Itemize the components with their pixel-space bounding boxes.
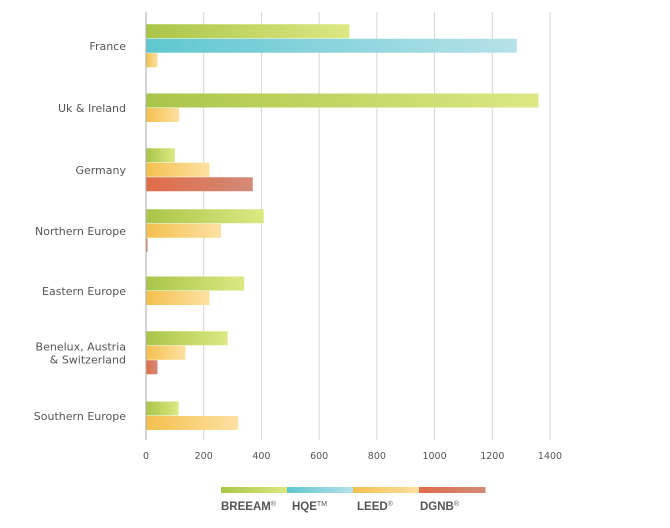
category-label-line: Eastern Europe bbox=[42, 285, 126, 298]
category-label-line: France bbox=[89, 40, 126, 53]
x-tick-label: 400 bbox=[252, 451, 270, 462]
legend-series-name: LEED bbox=[357, 501, 388, 513]
x-tick-label: 200 bbox=[195, 451, 213, 462]
bar-hqe bbox=[146, 38, 517, 53]
bar-breeam bbox=[146, 276, 245, 291]
bar-breeam bbox=[146, 331, 228, 346]
legend-swatch-dgnb bbox=[419, 487, 486, 493]
legend: BREEAM® HQETM LEED® DGNB® bbox=[221, 487, 486, 513]
legend-series-mark: TM bbox=[317, 501, 327, 508]
category-label: Benelux, Austria & Switzerland bbox=[36, 341, 126, 367]
category-labels: France Uk & Ireland Germany Northern Europe… bbox=[34, 40, 127, 423]
bar-leed bbox=[146, 345, 186, 360]
category-label: France bbox=[89, 40, 126, 53]
bar-breeam bbox=[146, 148, 175, 163]
bars bbox=[146, 24, 539, 430]
legend-label-leed: LEED® bbox=[357, 500, 394, 513]
category-label: Southern Europe bbox=[34, 410, 126, 423]
category-label-line: Southern Europe bbox=[34, 410, 126, 423]
x-tick-label: 800 bbox=[368, 451, 386, 462]
category-label: Uk & Ireland bbox=[58, 102, 126, 115]
bar-leed bbox=[146, 291, 210, 305]
category-label-line: Benelux, Austria bbox=[36, 341, 126, 354]
bar-dgnb bbox=[146, 360, 158, 375]
legend-series-mark: ® bbox=[271, 500, 277, 508]
bar-dgnb bbox=[146, 177, 253, 192]
bar-breeam bbox=[146, 209, 264, 224]
category-label: Eastern Europe bbox=[42, 285, 126, 298]
x-tick-labels: 0 200 400 600 800 1000 1200 1400 bbox=[143, 451, 562, 462]
bar-leed bbox=[146, 108, 180, 122]
category-label: Northern Europe bbox=[35, 225, 126, 238]
legend-swatch-hqe bbox=[287, 487, 354, 493]
bar-dgnb bbox=[146, 238, 148, 253]
legend-swatch-breeam bbox=[221, 487, 288, 493]
legend-series-name: DGNB bbox=[420, 501, 454, 513]
grid-lines bbox=[203, 12, 551, 440]
legend-series-name: BREEAM bbox=[221, 501, 271, 513]
legend-series-mark: ® bbox=[388, 500, 394, 508]
bar-breeam bbox=[146, 401, 179, 416]
category-label-line: Germany bbox=[75, 164, 126, 177]
legend-label-breeam: BREEAM® bbox=[221, 500, 277, 513]
bar-breeam bbox=[146, 24, 350, 39]
x-tick-label: 600 bbox=[310, 451, 328, 462]
category-label-line: & Switzerland bbox=[50, 354, 126, 367]
legend-series-mark: ® bbox=[454, 500, 460, 508]
bar-leed bbox=[146, 223, 222, 238]
category-label: Germany bbox=[75, 164, 126, 177]
bar-leed bbox=[146, 53, 158, 68]
legend-swatch-leed bbox=[353, 487, 420, 493]
bar-leed bbox=[146, 416, 239, 430]
x-tick-label: 0 bbox=[143, 451, 149, 462]
legend-label-dgnb: DGNB® bbox=[420, 500, 460, 513]
category-label-line: Uk & Ireland bbox=[58, 102, 126, 115]
x-tick-label: 1400 bbox=[538, 451, 562, 462]
x-tick-label: 1200 bbox=[480, 451, 504, 462]
bar-leed bbox=[146, 162, 210, 177]
bar-breeam bbox=[146, 93, 539, 108]
x-tick-label: 1000 bbox=[422, 451, 446, 462]
category-label-line: Northern Europe bbox=[35, 225, 126, 238]
legend-label-hqe: HQETM bbox=[292, 501, 327, 513]
legend-series-name: HQE bbox=[292, 501, 317, 513]
